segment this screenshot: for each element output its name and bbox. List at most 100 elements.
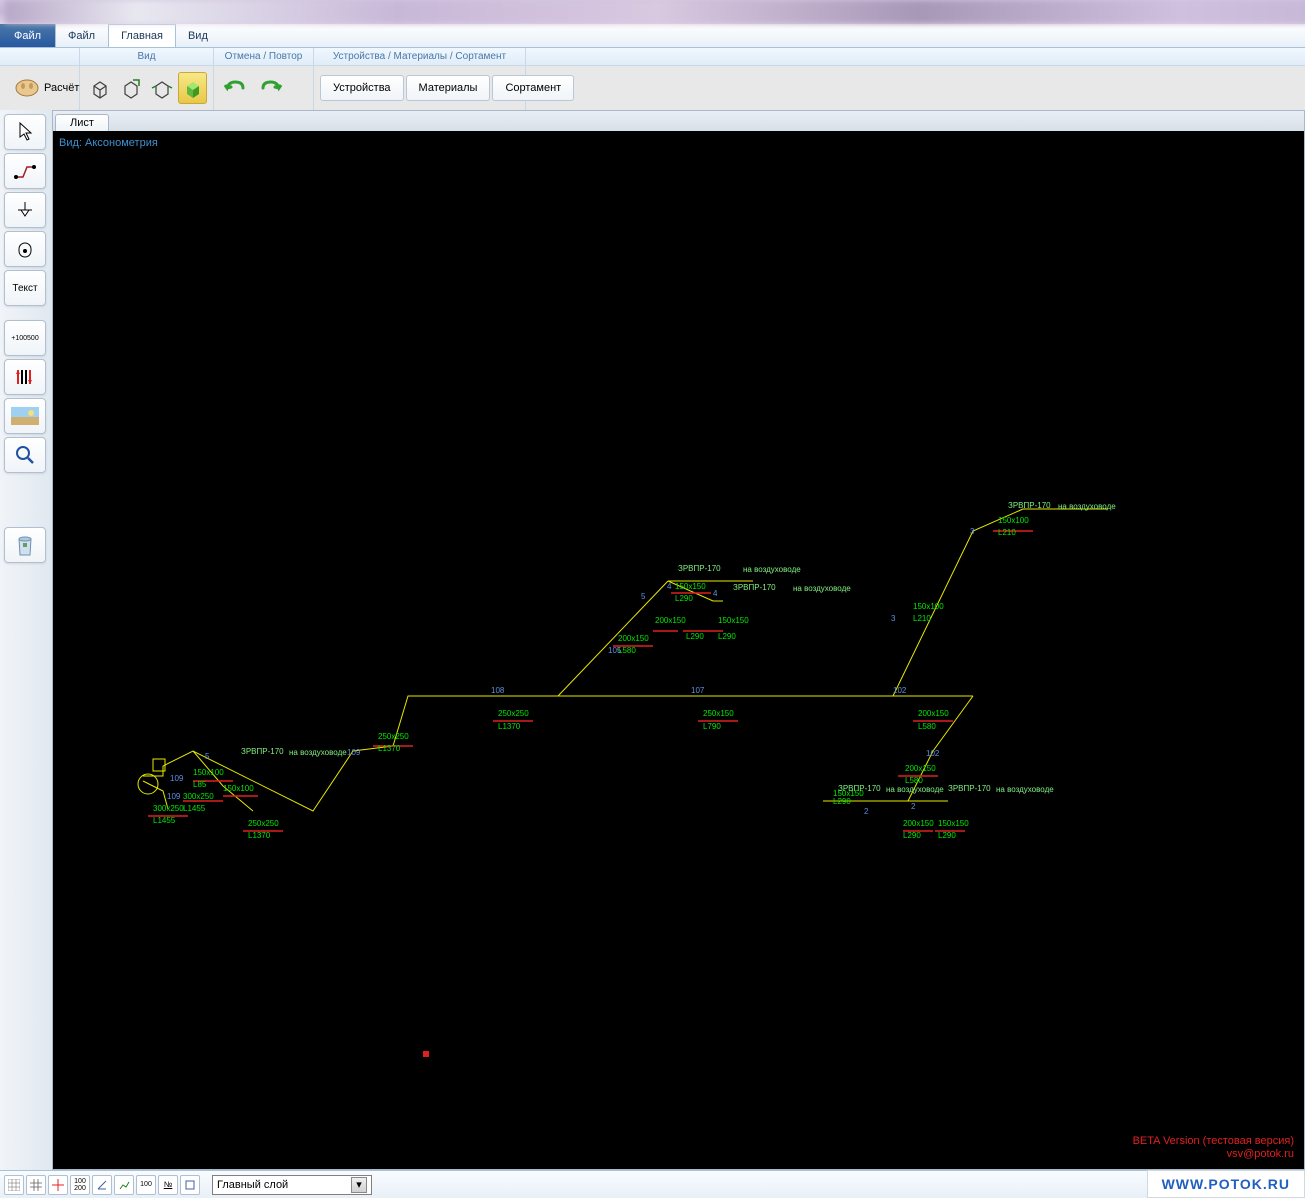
landscape-icon [11, 407, 39, 425]
menu-item-file[interactable]: Файл [56, 24, 108, 47]
version-line2: vsv@potok.ru [1133, 1148, 1294, 1161]
svg-text:109: 109 [347, 748, 361, 757]
canvas-tabs: Лист [53, 111, 1304, 131]
svg-text:107: 107 [691, 686, 705, 695]
svg-text:150x100: 150x100 [223, 784, 254, 793]
svg-text:L290: L290 [833, 797, 851, 806]
tool-pipe[interactable] [4, 153, 46, 189]
canvas-area: Лист Вид: Аксонометрия 250x250L1370250x1… [52, 110, 1305, 1170]
svg-text:L290: L290 [675, 594, 693, 603]
ribbon-header: Вид Отмена / Повтор Устройства / Материа… [0, 48, 1305, 66]
svg-text:ЗРВПР-170: ЗРВПР-170 [948, 784, 991, 793]
svg-text:L1455: L1455 [183, 804, 206, 813]
layer-value: Главный слой [217, 1179, 288, 1191]
ribbon-header-devices: Устройства / Материалы / Сортамент [314, 48, 526, 65]
cursor-icon [16, 121, 34, 143]
ribbon: Расчёт [0, 66, 1305, 110]
status-num-button[interactable]: № [158, 1175, 178, 1195]
svg-text:5: 5 [641, 592, 646, 601]
grid-icon [8, 1179, 20, 1191]
view-iso-button[interactable] [86, 72, 115, 104]
svg-text:109: 109 [167, 792, 181, 801]
svg-text:150x150: 150x150 [938, 819, 969, 828]
undo-icon [223, 78, 249, 98]
tool-device[interactable] [4, 231, 46, 267]
tool-dimension[interactable]: +100500 [4, 320, 46, 356]
svg-text:ЗРВПР-170: ЗРВПР-170 [678, 564, 721, 573]
layer-select[interactable]: Главный слой ▾ [212, 1175, 372, 1195]
svg-text:109: 109 [170, 774, 184, 783]
calc-button[interactable]: Расчёт [6, 73, 87, 103]
svg-text:ЗРВПР-170: ЗРВПР-170 [241, 747, 284, 756]
status-graph-button[interactable] [114, 1175, 134, 1195]
svg-text:250x250: 250x250 [378, 732, 409, 741]
app-menu-button[interactable]: Файл [0, 24, 56, 47]
num-icon: № [164, 1180, 173, 1189]
status-grid-button[interactable] [4, 1175, 24, 1195]
angle-icon [96, 1179, 108, 1191]
status-coord-button[interactable]: 100200 [70, 1175, 90, 1195]
sheet-tab[interactable]: Лист [55, 114, 109, 131]
dim-tool-label: +100500 [11, 335, 38, 342]
svg-text:200x150: 200x150 [905, 764, 936, 773]
svg-text:L290: L290 [938, 831, 956, 840]
tool-landscape[interactable] [4, 398, 46, 434]
view-front-button[interactable] [148, 72, 177, 104]
node-icon [15, 200, 35, 220]
view-3d-button[interactable] [178, 72, 207, 104]
view-plan-button[interactable] [117, 72, 146, 104]
svg-text:на воздуховоде: на воздуховоде [886, 785, 944, 794]
menu-item-main[interactable]: Главная [108, 24, 176, 47]
svg-text:L580: L580 [918, 722, 936, 731]
svg-text:150x100: 150x100 [193, 768, 224, 777]
menu-item-view[interactable]: Вид [176, 24, 221, 47]
devices-button[interactable]: Устройства [320, 75, 404, 101]
svg-text:200x150: 200x150 [618, 634, 649, 643]
ribbon-header-empty [0, 48, 80, 65]
svg-text:L290: L290 [903, 831, 921, 840]
pipe-icon [13, 159, 37, 183]
svg-text:150x100: 150x100 [998, 516, 1029, 525]
svg-text:ЗРВПР-170: ЗРВПР-170 [838, 784, 881, 793]
canvas-viewport[interactable]: Вид: Аксонометрия 250x250L1370250x150L79… [53, 131, 1304, 1169]
calc-label: Расчёт [44, 82, 79, 94]
tool-select[interactable] [4, 114, 46, 150]
redo-button[interactable] [254, 72, 286, 104]
svg-text:4: 4 [667, 582, 672, 591]
tool-text[interactable]: Текст [4, 270, 46, 306]
svg-text:L1370: L1370 [248, 831, 271, 840]
main-area: Текст +100500 Лист Вид: Аксонометрия [0, 110, 1305, 1170]
tool-node[interactable] [4, 192, 46, 228]
undo-button[interactable] [220, 72, 252, 104]
status-100-button[interactable]: 100 [136, 1175, 156, 1195]
svg-text:150x100: 150x100 [913, 602, 944, 611]
svg-text:на воздуховоде: на воздуховоде [1058, 502, 1116, 511]
svg-text:3: 3 [970, 527, 975, 536]
svg-text:на воздуховоде: на воздуховоде [996, 785, 1054, 794]
assortment-button[interactable]: Сортамент [492, 75, 574, 101]
status-cross-button[interactable] [48, 1175, 68, 1195]
svg-text:200x150: 200x150 [655, 616, 686, 625]
levels-icon [14, 366, 36, 388]
svg-text:250x250: 250x250 [248, 819, 279, 828]
svg-text:3: 3 [891, 614, 896, 623]
status-snap-button[interactable] [26, 1175, 46, 1195]
materials-button[interactable]: Материалы [406, 75, 491, 101]
tool-levels[interactable] [4, 359, 46, 395]
version-line1: BETA Version (тестовая версия) [1133, 1135, 1294, 1148]
cube-icon [88, 76, 112, 100]
status-box-button[interactable] [180, 1175, 200, 1195]
version-text: BETA Version (тестовая версия) vsv@potok… [1133, 1135, 1294, 1161]
tool-trash[interactable] [4, 527, 46, 563]
status-angle-button[interactable] [92, 1175, 112, 1195]
diagram: 250x250L1370250x150L790200x150L580150x15… [53, 131, 1304, 1169]
svg-text:108: 108 [491, 686, 505, 695]
svg-text:L1370: L1370 [498, 722, 521, 731]
svg-text:102: 102 [926, 749, 940, 758]
box-icon [184, 1179, 196, 1191]
tool-zoom[interactable] [4, 437, 46, 473]
left-toolbar: Текст +100500 [0, 110, 52, 1170]
svg-text:150x150: 150x150 [675, 582, 706, 591]
svg-text:на воздуховоде: на воздуховоде [289, 748, 347, 757]
svg-text:5: 5 [205, 752, 210, 761]
